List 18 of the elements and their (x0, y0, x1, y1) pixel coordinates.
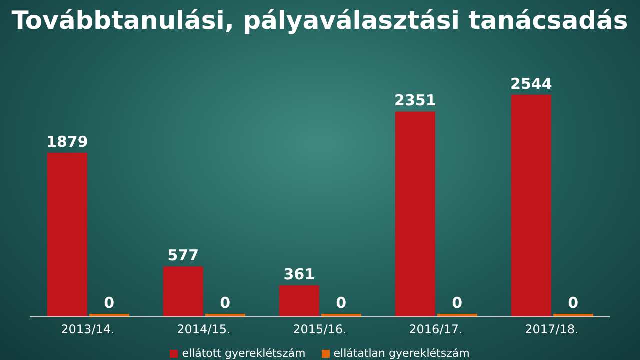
data-label: 361 (284, 265, 316, 284)
data-label: 2351 (394, 92, 436, 110)
x-tick-label: 2016/17. (409, 322, 463, 337)
data-label: 577 (168, 246, 200, 265)
data-label: 0 (452, 294, 463, 312)
x-tick-label: 2015/16. (293, 322, 347, 337)
x-tick-label: 2013/14. (61, 322, 115, 337)
chart-title: Továbbtanulási, pályaválasztási tanácsadás (10, 6, 630, 35)
x-tick-label: 2014/15. (177, 322, 231, 337)
x-tick-label: 2017/18. (525, 322, 579, 337)
data-label: 0 (336, 294, 347, 312)
data-label: 0 (568, 294, 579, 312)
data-label: 0 (220, 294, 231, 312)
data-label: 0 (104, 294, 115, 312)
data-label: 2544 (510, 74, 552, 93)
legend-label: ellátatlan gyereklétszám (334, 347, 470, 360)
legend-label: ellátott gyereklétszám (182, 347, 306, 360)
data-label: 1879 (46, 132, 88, 151)
